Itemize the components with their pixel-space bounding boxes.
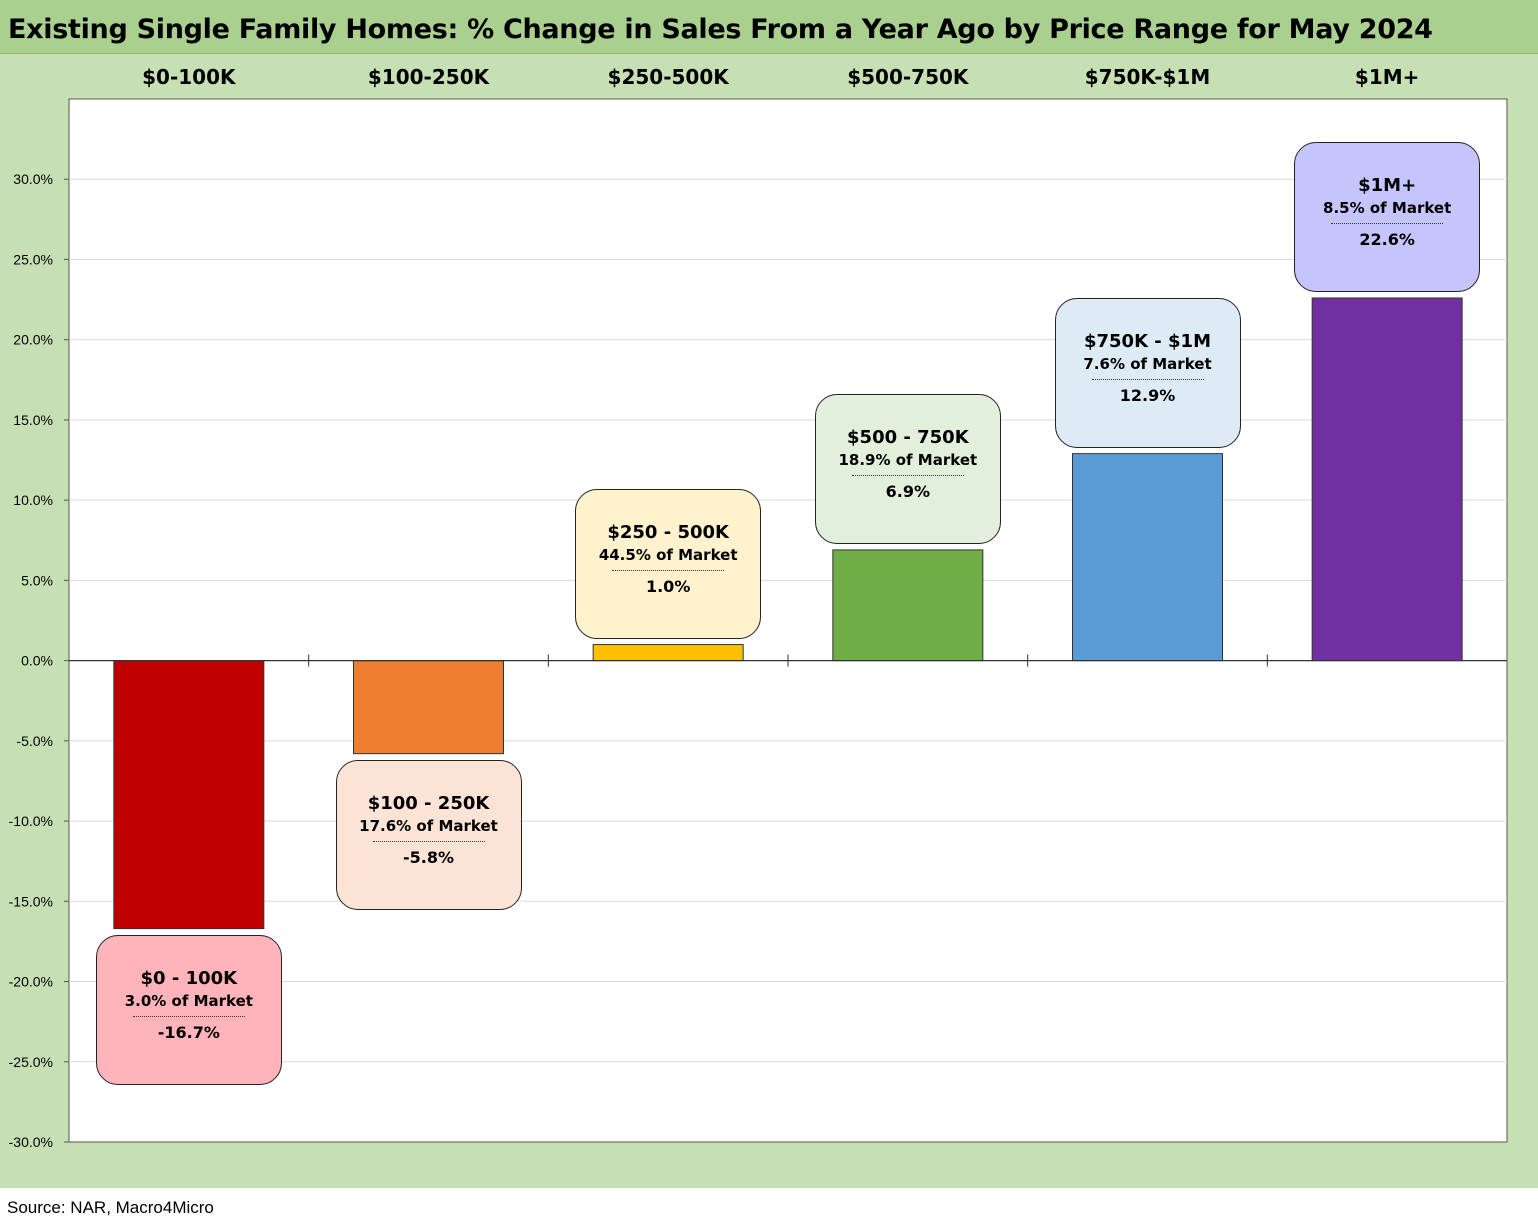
callout-title: $500 - 750K — [847, 426, 969, 448]
callout-box: $750K - $1M 7.6% of Market 12.9% — [1054, 297, 1241, 448]
bar — [1311, 297, 1463, 662]
y-tick-label: -25.0% — [9, 1054, 53, 1070]
callout-title: $100 - 250K — [367, 792, 490, 814]
callout-title: $250 - 500K — [607, 521, 729, 543]
callout-separator — [132, 1015, 245, 1017]
source-note: Source: NAR, Macro4Micro — [7, 1198, 214, 1217]
bar-chart: 30.0% 25.0% 20.0% 15.0% 10.0% 5.0% 0.0% -5.0% -1… — [9, 65, 1508, 1150]
category-label: $250-500K — [608, 65, 731, 89]
callout-value: 6.9% — [885, 481, 931, 501]
y-tick-label: -10.0% — [9, 813, 53, 829]
callout-share: 17.6% of Market — [359, 816, 498, 835]
callout-title: $1M+ — [1358, 174, 1417, 196]
callout-share: 18.9% of Market — [838, 450, 978, 469]
callout-value: -5.8% — [402, 847, 454, 867]
chart-title: Existing Single Family Homes: % Change i… — [8, 14, 1433, 45]
bar — [832, 549, 984, 662]
bar — [592, 644, 744, 662]
callout-title: $750K - $1M — [1083, 330, 1211, 352]
y-tick-label: 25.0% — [13, 251, 53, 267]
y-tick-label: 30.0% — [13, 171, 53, 187]
callout-separator — [612, 569, 725, 571]
category-label: $0-100K — [142, 65, 237, 89]
y-tick-label: -20.0% — [9, 974, 53, 990]
callout-share: 44.5% of Market — [598, 545, 738, 564]
category-label: $500-750K — [847, 65, 970, 89]
plot-area — [68, 98, 1508, 1143]
bar — [113, 660, 265, 930]
callout-box: $500 - 750K 18.9% of Market 6.9% — [814, 393, 1001, 544]
callout-share: 7.6% of Market — [1083, 354, 1212, 373]
y-tick-label: -30.0% — [9, 1134, 53, 1150]
callout-box: $100 - 250K 17.6% of Market -5.8% — [335, 759, 522, 910]
callout-value: -16.7% — [157, 1022, 220, 1042]
y-tick-label: 5.0% — [21, 572, 53, 588]
y-tick-label: 10.0% — [13, 492, 53, 508]
category-label: $750K-$1M — [1085, 65, 1210, 89]
callout-share: 8.5% of Market — [1323, 198, 1452, 217]
bar — [353, 660, 504, 755]
y-tick-label: -15.0% — [9, 893, 53, 909]
y-tick-label: 15.0% — [13, 412, 53, 428]
callout-value: 22.6% — [1359, 229, 1415, 249]
callout-separator — [372, 840, 485, 842]
y-tick-label: -5.0% — [16, 733, 53, 749]
callout-box: $250 - 500K 44.5% of Market 1.0% — [575, 488, 762, 639]
callout-value: 12.9% — [1119, 385, 1176, 405]
y-tick-label: 20.0% — [13, 332, 53, 348]
callout-separator — [851, 474, 964, 476]
callout-title: $0 - 100K — [140, 967, 238, 989]
callout-value: 1.0% — [645, 576, 691, 596]
y-tick-label: 0.0% — [21, 653, 53, 669]
bar — [1072, 453, 1223, 662]
callout-separator — [1091, 378, 1204, 380]
category-label: $100-250K — [368, 65, 491, 89]
title-bar: Existing Single Family Homes: % Change i… — [0, 0, 1538, 54]
callout-separator — [1331, 222, 1444, 224]
callout-share: 3.0% of Market — [124, 991, 253, 1010]
callout-box: $1M+ 8.5% of Market 22.6% — [1294, 141, 1481, 292]
category-label: $1M+ — [1355, 65, 1420, 89]
callout-box: $0 - 100K 3.0% of Market -16.7% — [95, 934, 282, 1085]
